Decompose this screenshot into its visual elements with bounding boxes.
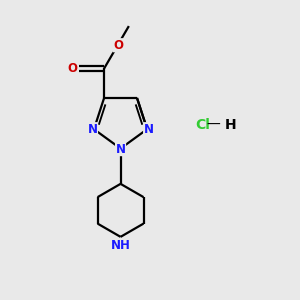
Text: H: H	[225, 118, 237, 132]
Text: —: —	[206, 118, 220, 132]
Text: O: O	[113, 39, 123, 52]
Text: N: N	[116, 142, 126, 156]
Text: N: N	[88, 123, 98, 136]
Text: N: N	[144, 123, 154, 136]
Text: O: O	[68, 62, 78, 75]
Text: NH: NH	[111, 239, 130, 252]
Text: Cl: Cl	[196, 118, 211, 132]
